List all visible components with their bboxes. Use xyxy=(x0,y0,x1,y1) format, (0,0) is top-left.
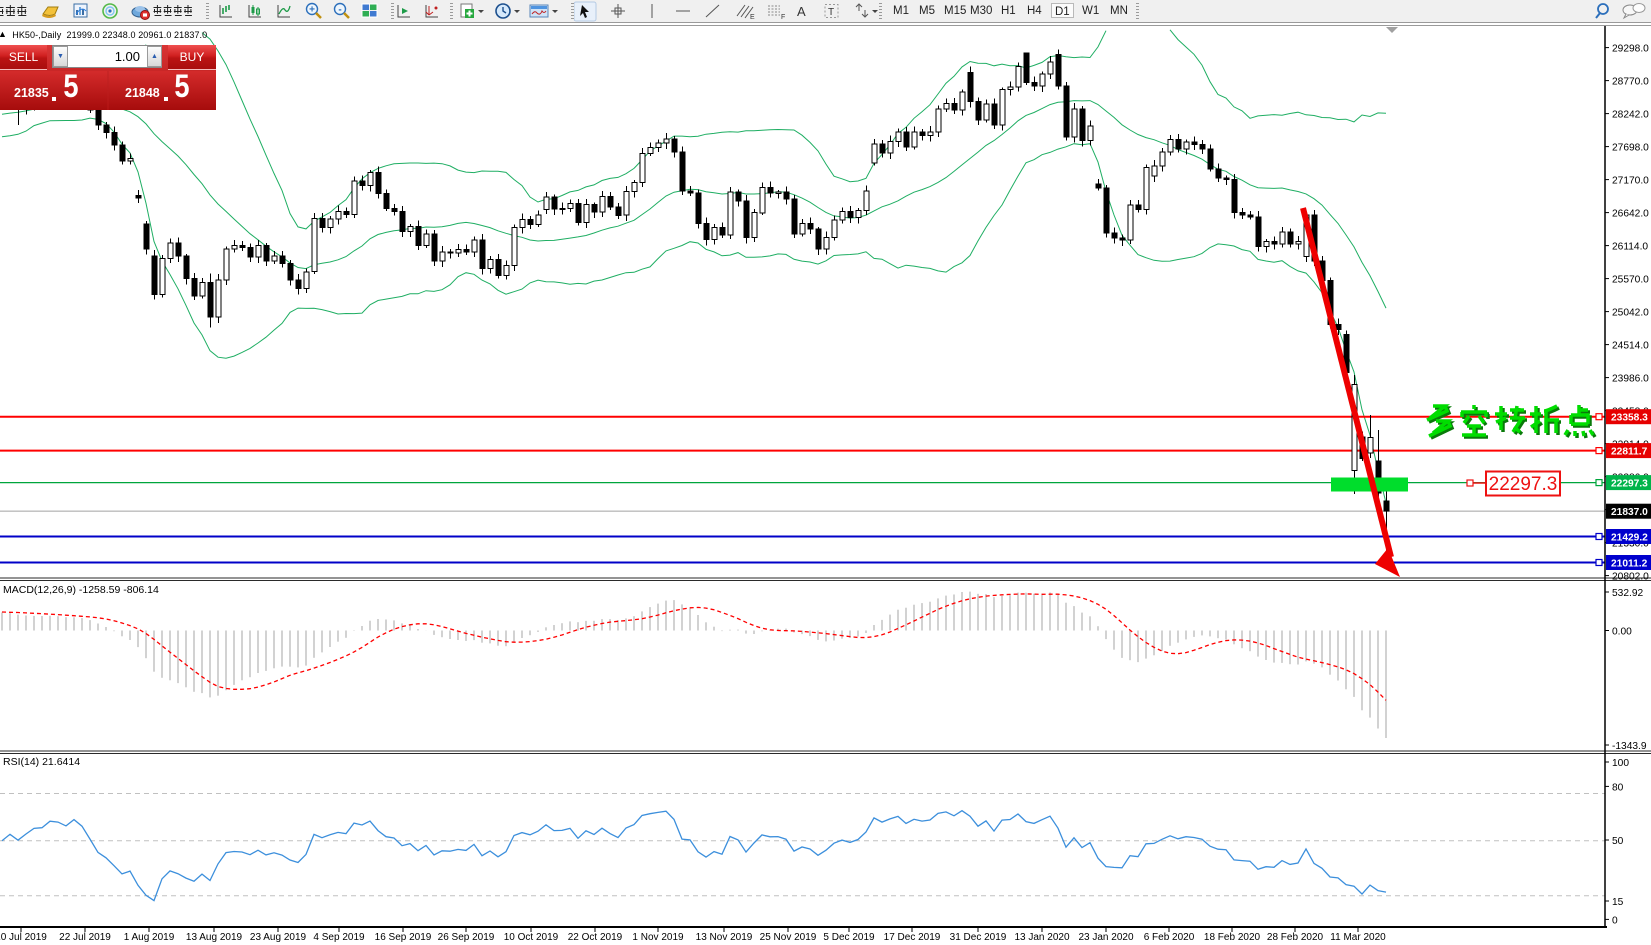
svg-text:A: A xyxy=(797,4,806,19)
svg-text:23986.0: 23986.0 xyxy=(1612,374,1649,385)
svg-text:22811.7: 22811.7 xyxy=(1611,447,1648,458)
svg-text:13 Jan 2020: 13 Jan 2020 xyxy=(1014,932,1069,943)
svg-text:4 Sep 2019: 4 Sep 2019 xyxy=(313,932,365,943)
svg-text:10 Jul 2019: 10 Jul 2019 xyxy=(0,932,47,943)
svg-text:MACD(12,26,9) -1258.59 -806.14: MACD(12,26,9) -1258.59 -806.14 xyxy=(3,584,159,596)
svg-text:F: F xyxy=(781,14,785,21)
svg-text:13 Nov 2019: 13 Nov 2019 xyxy=(696,932,753,943)
svg-text:26 Sep 2019: 26 Sep 2019 xyxy=(438,932,495,943)
svg-text:0.00: 0.00 xyxy=(1612,627,1632,638)
svg-text:29298.0: 29298.0 xyxy=(1612,44,1649,55)
svg-text:17 Dec 2019: 17 Dec 2019 xyxy=(884,932,941,943)
svg-text:RSI(14) 21.6414: RSI(14) 21.6414 xyxy=(3,756,80,768)
svg-text:24514.0: 24514.0 xyxy=(1612,341,1649,352)
svg-text:23 Aug 2019: 23 Aug 2019 xyxy=(250,932,307,943)
svg-text:16 Sep 2019: 16 Sep 2019 xyxy=(375,932,432,943)
svg-text:1 Nov 2019: 1 Nov 2019 xyxy=(632,932,684,943)
svg-text:50: 50 xyxy=(1612,836,1624,847)
svg-text:25 Nov 2019: 25 Nov 2019 xyxy=(760,932,817,943)
svg-text:E: E xyxy=(750,14,755,21)
svg-text:23358.3: 23358.3 xyxy=(1611,413,1648,424)
svg-text:22 Jul 2019: 22 Jul 2019 xyxy=(59,932,111,943)
svg-text:21429.2: 21429.2 xyxy=(1611,533,1648,544)
svg-text:1 Aug 2019: 1 Aug 2019 xyxy=(124,932,175,943)
svg-text:21837.0: 21837.0 xyxy=(1611,507,1648,518)
svg-text:-: - xyxy=(338,5,341,16)
svg-text:20802.0: 20802.0 xyxy=(1612,572,1649,583)
svg-text:15: 15 xyxy=(1612,897,1624,908)
svg-text:27698.0: 27698.0 xyxy=(1612,143,1649,154)
svg-text:0: 0 xyxy=(1612,915,1618,926)
svg-text:532.92: 532.92 xyxy=(1612,588,1643,599)
svg-text:28770.0: 28770.0 xyxy=(1612,77,1649,88)
svg-text:22 Oct 2019: 22 Oct 2019 xyxy=(568,932,623,943)
svg-text:6 Feb 2020: 6 Feb 2020 xyxy=(1144,932,1195,943)
svg-text:+: + xyxy=(309,5,315,16)
svg-text:-1343.9: -1343.9 xyxy=(1612,741,1647,752)
svg-text:T: T xyxy=(828,7,834,18)
svg-text:22297.3: 22297.3 xyxy=(1611,479,1648,490)
svg-text:13 Aug 2019: 13 Aug 2019 xyxy=(186,932,243,943)
svg-text:25042.0: 25042.0 xyxy=(1612,308,1649,319)
svg-text:100: 100 xyxy=(1612,758,1629,769)
svg-text:80: 80 xyxy=(1612,782,1624,793)
svg-text:11 Mar 2020: 11 Mar 2020 xyxy=(1330,932,1386,943)
svg-text:26114.0: 26114.0 xyxy=(1612,242,1648,253)
svg-text:21330.0: 21330.0 xyxy=(1612,539,1649,550)
svg-text:25570.0: 25570.0 xyxy=(1612,275,1649,286)
svg-text:31 Dec 2019: 31 Dec 2019 xyxy=(950,932,1007,943)
svg-text:26642.0: 26642.0 xyxy=(1612,209,1649,220)
svg-text:10 Oct 2019: 10 Oct 2019 xyxy=(504,932,559,943)
svg-text:18 Feb 2020: 18 Feb 2020 xyxy=(1204,932,1261,943)
svg-text:28 Feb 2020: 28 Feb 2020 xyxy=(1267,932,1324,943)
svg-text:5 Dec 2019: 5 Dec 2019 xyxy=(823,932,875,943)
svg-text:22297.3: 22297.3 xyxy=(1489,474,1558,495)
svg-text:21011.2: 21011.2 xyxy=(1611,559,1648,570)
svg-text:28242.0: 28242.0 xyxy=(1612,110,1649,121)
svg-text:23 Jan 2020: 23 Jan 2020 xyxy=(1078,932,1133,943)
svg-text:27170.0: 27170.0 xyxy=(1612,176,1649,187)
